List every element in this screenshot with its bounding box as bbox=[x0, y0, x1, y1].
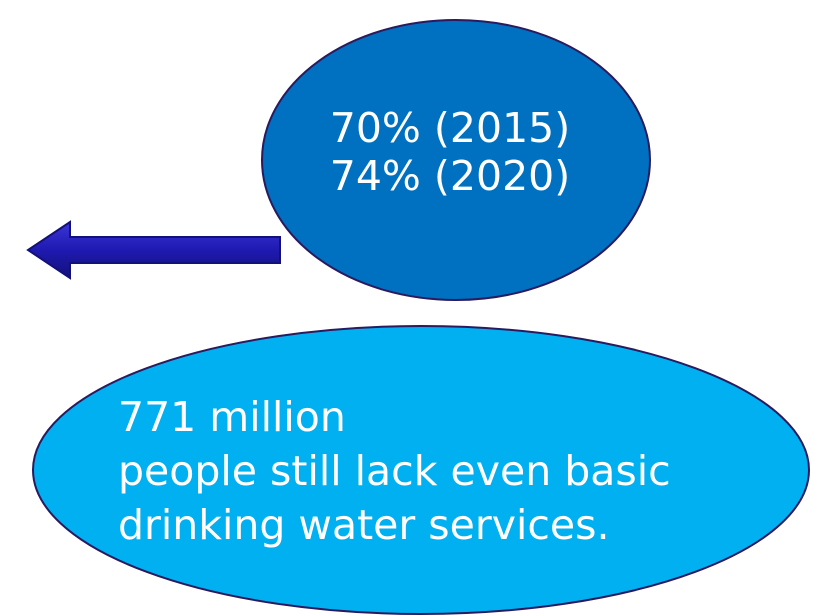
bottom-bubble-line-2: people still lack even basic bbox=[118, 447, 671, 495]
bottom-bubble-line-3: drinking water services. bbox=[118, 501, 610, 549]
top-bubble-text: 70% (2015) 74% (2020) bbox=[300, 104, 600, 200]
top-bubble-line-2020: 74% (2020) bbox=[329, 152, 571, 200]
top-bubble-line-2015: 70% (2015) bbox=[329, 104, 571, 152]
bottom-bubble-line-1: 771 million bbox=[118, 393, 346, 441]
bottom-bubble-shape bbox=[32, 325, 810, 615]
left-arrow-icon bbox=[26, 220, 281, 280]
top-bubble-shape bbox=[261, 19, 651, 301]
bottom-bubble-text: 771 million people still lack even basic… bbox=[118, 390, 671, 552]
